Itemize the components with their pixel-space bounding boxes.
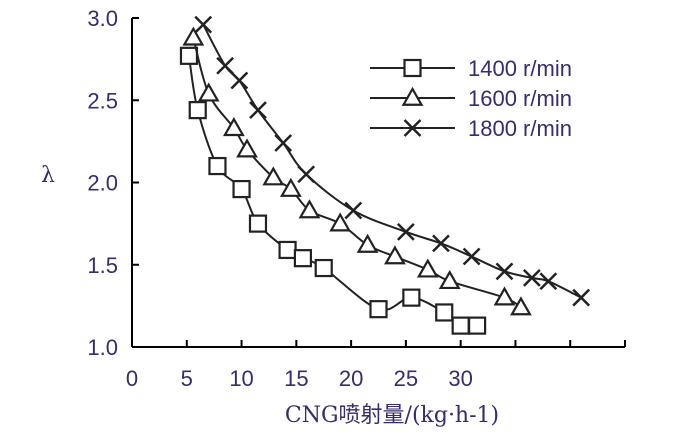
- data-point: [230, 71, 249, 90]
- x-tick-label: 0: [126, 366, 138, 391]
- data-point: [216, 56, 235, 75]
- series-square: [179, 46, 487, 335]
- series-line: [187, 55, 478, 328]
- data-point: [208, 156, 227, 176]
- data-point: [197, 82, 220, 102]
- legend-item: 1600 r/min: [370, 86, 572, 111]
- legend-label: 1400 r/min: [468, 56, 572, 81]
- legend-label: 1800 r/min: [468, 116, 572, 141]
- data-point: [262, 166, 285, 186]
- data-point: [279, 177, 302, 197]
- data-point: [468, 316, 487, 335]
- data-point: [384, 245, 406, 265]
- data-point: [495, 262, 514, 281]
- data-point: [522, 269, 541, 287]
- data-point: [402, 288, 421, 307]
- data-point: [510, 296, 532, 316]
- legend-marker: [403, 119, 422, 137]
- data-point: [222, 116, 245, 137]
- series-x: [194, 15, 591, 307]
- legend-marker: [401, 86, 424, 106]
- data-point: [344, 201, 363, 220]
- data-point: [182, 26, 205, 46]
- x-tick-label: 10: [229, 366, 253, 391]
- series-triangle: [182, 26, 532, 316]
- data-point: [249, 101, 267, 120]
- data-point: [179, 46, 199, 65]
- x-tick-label: 25: [394, 366, 418, 391]
- legend: 1400 r/min 1600 r/min 1800 r/min: [370, 56, 572, 141]
- data-point: [438, 269, 461, 290]
- x-tick-label: 5: [181, 366, 193, 391]
- data-point: [356, 233, 379, 253]
- data-point: [493, 286, 516, 306]
- data-point: [274, 134, 293, 152]
- data-point: [278, 240, 297, 260]
- data-point: [293, 249, 313, 268]
- data-point: [462, 247, 481, 266]
- data-point: [451, 316, 470, 335]
- y-tick-label: 2.5: [87, 88, 118, 113]
- axes: 1.0 1.5 2.0 2.5 3.0 0 5 10 15 20 25 30: [87, 6, 626, 391]
- x-tick-label: 20: [339, 366, 363, 391]
- data-point: [539, 272, 558, 291]
- data-point: [188, 101, 207, 120]
- y-tick-label: 3.0: [87, 6, 118, 31]
- data-point: [236, 138, 258, 158]
- series-layer: [179, 15, 591, 335]
- data-point: [194, 15, 213, 34]
- data-point: [435, 303, 454, 322]
- x-tick-label: 15: [284, 366, 308, 391]
- legend-label: 1600 r/min: [468, 86, 572, 111]
- y-tick-label: 1.0: [87, 335, 118, 360]
- data-point: [369, 300, 388, 319]
- legend-marker: [403, 58, 422, 78]
- y-axis-title: λ: [41, 163, 55, 188]
- data-point: [248, 214, 268, 233]
- data-point: [397, 222, 415, 241]
- data-point: [572, 288, 591, 307]
- data-point: [297, 165, 316, 184]
- data-point: [298, 199, 321, 219]
- x-axis-title: CNG喷射量/(kg·h-1): [285, 403, 499, 428]
- y-tick-label: 1.5: [87, 253, 118, 278]
- y-tick-label: 2.0: [87, 171, 118, 196]
- data-point: [232, 179, 251, 199]
- data-point: [329, 212, 352, 232]
- legend-item: 1800 r/min: [370, 116, 572, 141]
- x-tick-label: 30: [448, 366, 472, 391]
- data-point: [416, 258, 439, 278]
- data-point: [432, 234, 450, 253]
- data-point: [314, 258, 333, 278]
- legend-item: 1400 r/min: [370, 56, 572, 81]
